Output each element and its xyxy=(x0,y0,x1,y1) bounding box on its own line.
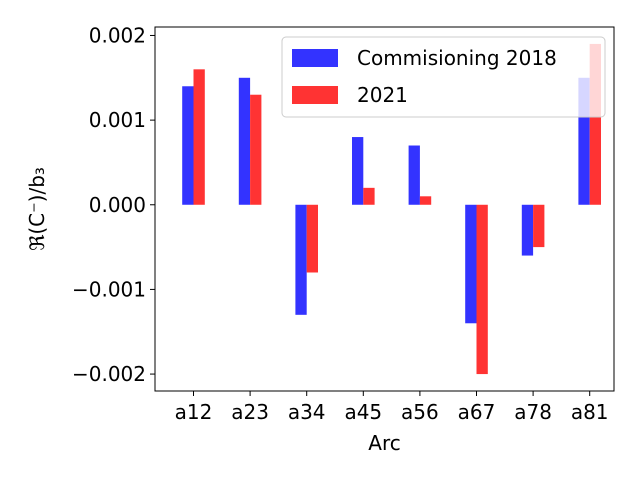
bar-series-1-a45 xyxy=(352,137,364,205)
x-tick-label: a67 xyxy=(458,400,496,424)
legend-label: Commisioning 2018 xyxy=(357,46,557,70)
legend-swatch xyxy=(292,86,338,104)
y-tick-label: −0.001 xyxy=(72,277,146,301)
bar-series-1-a34 xyxy=(295,204,307,315)
legend-box xyxy=(281,36,606,118)
bar-series-1-a56 xyxy=(408,145,420,205)
bars-group xyxy=(182,43,601,375)
plot-frame xyxy=(154,26,615,392)
x-tick-label: a23 xyxy=(231,400,269,424)
bar-series-2-a78 xyxy=(533,204,545,248)
y-tick-label: 0.001 xyxy=(89,108,146,132)
bar-series-1-a23 xyxy=(238,77,251,205)
x-tick-label: a34 xyxy=(288,400,326,424)
x-tick-label: a45 xyxy=(344,400,382,424)
bar-series-2-a34 xyxy=(306,204,318,273)
x-axis-ticks: a12 a23 a34 a45 a56 a67 a78 a81 xyxy=(175,391,609,424)
y-tick-label: 0.000 xyxy=(89,193,146,217)
legend-swatch xyxy=(292,49,338,67)
bar-series-2-a56 xyxy=(419,196,432,205)
legend: Commisioning 2018 2021 xyxy=(281,36,606,118)
bar-series-1-a12 xyxy=(182,86,194,205)
x-tick-label: a81 xyxy=(571,400,609,424)
y-tick-label: 0.002 xyxy=(89,23,146,47)
y-tick-label: −0.002 xyxy=(72,362,146,386)
x-tick-label: a12 xyxy=(175,400,213,424)
legend-label: 2021 xyxy=(357,83,408,107)
bar-series-1-a78 xyxy=(521,204,534,256)
bar-series-2-a23 xyxy=(250,94,262,205)
x-tick-label: a78 xyxy=(514,400,552,424)
x-tick-label: a56 xyxy=(401,400,439,424)
x-axis-label: Arc xyxy=(368,431,400,455)
bar-series-1-a67 xyxy=(465,204,477,324)
y-axis-label: ℜ(C⁻)/b₃ xyxy=(25,167,49,251)
bar-series-2-a67 xyxy=(476,204,488,375)
bar-series-2-a45 xyxy=(363,187,375,205)
bar-series-1-a81 xyxy=(578,77,590,205)
y-axis-ticks: 0.002 0.001 0.000 −0.001 −0.002 xyxy=(72,23,155,386)
bar-series-2-a12 xyxy=(193,69,205,205)
bar-series-2-a81 xyxy=(589,43,601,205)
